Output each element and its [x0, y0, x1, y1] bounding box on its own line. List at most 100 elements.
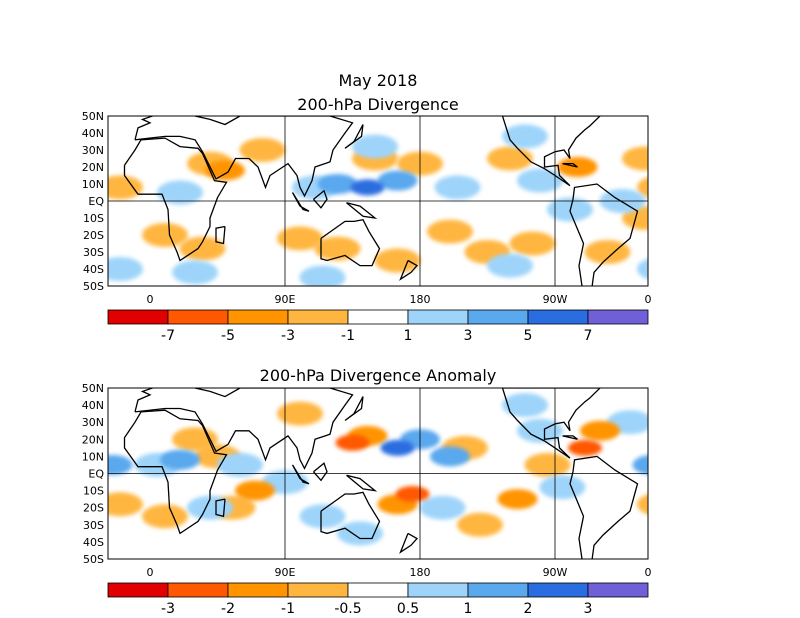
map-divergence: 50N 40N 30N 20N 10N EQ 10S 20S 30S 40S 50S 0 90E 180… [82, 110, 652, 306]
lat-tick-label: 10N [82, 178, 104, 191]
divergence-area [524, 452, 571, 477]
colorbar-box [107, 309, 169, 325]
convergence-area [108, 454, 133, 475]
contour-wrap [637, 177, 648, 198]
divergence-area [395, 486, 430, 502]
convergence-area [352, 134, 398, 159]
coastline [344, 396, 364, 422]
lon-labels: 0 90E 180 90W 0 [147, 293, 652, 306]
panel-title-divergence-anomaly: 200-hPa Divergence Anomaly [260, 366, 497, 385]
colorbar-box [227, 582, 289, 598]
lat-tick-label: 20S [83, 502, 104, 515]
coastline [346, 202, 378, 219]
colorbar-box [227, 309, 289, 325]
coastline [399, 532, 419, 554]
colorbar-divergence: -7 -5 -3 -1 1 3 5 7 [107, 309, 649, 344]
contour-wrap [637, 258, 648, 280]
coastline [562, 435, 578, 440]
colorbar-label: 1 [404, 328, 413, 344]
lon-tick-label: 0 [645, 293, 652, 306]
convergence-area [539, 475, 586, 500]
colorbar-box [527, 309, 589, 325]
divergence-area [179, 236, 226, 261]
divergence-area [314, 236, 361, 261]
coastline [562, 162, 578, 168]
convergence-area [419, 495, 466, 520]
contour-wrap [637, 494, 648, 515]
lat-tick-label: 30N [82, 416, 104, 429]
coastline [320, 218, 381, 267]
lon-tick-label: 0 [147, 293, 154, 306]
lon-tick-label: 90W [543, 293, 568, 306]
convergence-area [160, 449, 200, 470]
panel-divergence-anomaly: 200-hPa Divergence Anomaly 50N 40N 30N 20N 1… [82, 366, 652, 617]
coastlines [123, 116, 639, 286]
lon-tick-label: 0 [147, 566, 154, 579]
lat-tick-label: 30S [83, 246, 104, 259]
colorbar-box [167, 582, 229, 598]
grid-lines [108, 116, 648, 286]
convergence-area [377, 170, 418, 191]
lat-tick-label: EQ [88, 468, 104, 481]
convergence-area [108, 257, 143, 281]
lon-labels: 0 90E 180 90W 0 [147, 566, 652, 579]
divergence-area [235, 480, 275, 501]
convergence-area [337, 521, 383, 546]
figure-title: May 2018 [339, 71, 418, 90]
lon-tick-label: 180 [410, 566, 431, 579]
colorbar-box [167, 309, 229, 325]
coastline [291, 464, 310, 485]
coastline [123, 137, 228, 262]
lat-tick-label: 30S [83, 519, 104, 532]
divergence-area [239, 138, 286, 162]
lon-tick-label: 0 [645, 566, 652, 579]
coastline [134, 388, 354, 470]
divergence-area [622, 146, 648, 171]
lat-tick-label: 50N [82, 382, 104, 395]
colorbar-box [407, 582, 469, 598]
convergence-area [434, 175, 481, 200]
coastline [123, 409, 228, 535]
coastline [313, 462, 328, 482]
coastline [215, 498, 226, 518]
contour-fills [108, 124, 648, 286]
divergence-area [277, 401, 323, 426]
lat-tick-label: 20S [83, 229, 104, 242]
colorbar-box [407, 309, 469, 325]
divergence-area [374, 248, 421, 273]
colorbar-label: 2 [524, 601, 533, 617]
colorbar-box [527, 582, 589, 598]
divergence-area [497, 489, 538, 510]
colorbar-label: -3 [281, 328, 295, 344]
contour-wrap [632, 455, 648, 475]
coastline [320, 491, 381, 540]
convergence-area [172, 260, 218, 285]
divergence-area [142, 504, 188, 529]
lat-tick-label: 50N [82, 110, 104, 123]
coastline [346, 474, 378, 492]
coastline [501, 388, 601, 459]
convergence-area [187, 495, 233, 520]
colorbar-box [587, 309, 649, 325]
lat-labels: 50N 40N 30N 20N 10N EQ 10S 20S 30S 40S 50S [82, 382, 105, 566]
lat-tick-label: 10S [83, 212, 104, 225]
convergence-area [299, 265, 346, 286]
lat-tick-label: 20N [82, 161, 104, 174]
divergence-area [142, 223, 188, 247]
colorbar-label: -3 [161, 601, 175, 617]
coastline [501, 116, 601, 187]
lat-labels: 50N 40N 30N 20N 10N EQ 10S 20S 30S 40S 50S [82, 110, 105, 293]
lat-tick-label: 50S [83, 280, 104, 293]
colorbar-box [467, 309, 529, 325]
colorbar-label: -2 [221, 601, 235, 617]
convergence-area [217, 452, 263, 477]
divergence-area [335, 434, 370, 451]
lon-tick-label: 90E [275, 566, 296, 579]
convergence-area [517, 418, 563, 443]
divergence-area [568, 439, 602, 456]
colorbar-label: 3 [464, 328, 473, 344]
coastline [313, 189, 328, 209]
divergence-area [584, 240, 631, 264]
colorbar-box [107, 582, 169, 598]
lat-tick-label: 10N [82, 450, 104, 463]
